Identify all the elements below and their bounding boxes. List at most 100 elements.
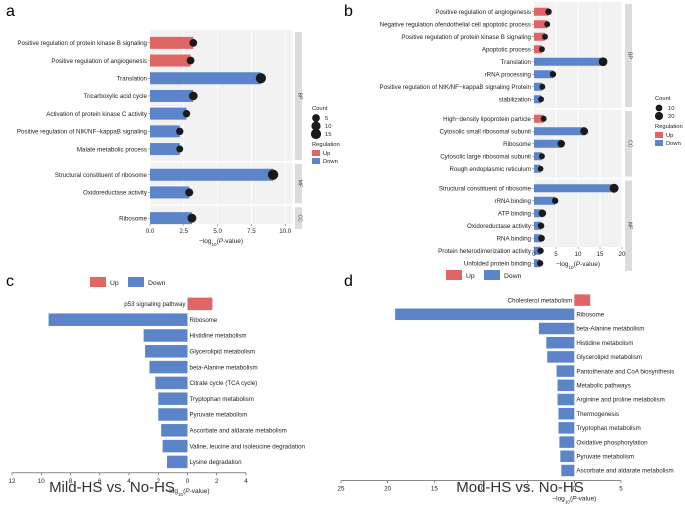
legend-swatch-down bbox=[655, 140, 663, 146]
xlabel-part: -value) bbox=[576, 496, 596, 503]
x-tick-label: 10 bbox=[478, 486, 485, 493]
term-label: Thermogenesis bbox=[576, 411, 619, 418]
facet-strip bbox=[295, 32, 302, 160]
legend-reg-label: Down bbox=[323, 159, 338, 165]
term-label: Ribosome bbox=[503, 141, 531, 148]
legend-count-dot bbox=[654, 111, 664, 121]
bar-down bbox=[534, 234, 542, 243]
bar-down bbox=[547, 351, 575, 363]
term-label: Tryptophan metabolism bbox=[576, 425, 640, 432]
bar-down bbox=[534, 164, 541, 173]
x-tick-label: 10 bbox=[575, 251, 582, 258]
x-axis-title: −log10(P-value) bbox=[556, 261, 600, 270]
term-label: Tryptophan metabolism bbox=[190, 396, 254, 403]
bar-down bbox=[150, 72, 261, 85]
xlabel-part: ( bbox=[574, 261, 577, 268]
xlabel-part: 10 bbox=[568, 265, 574, 270]
panel-letter: b bbox=[344, 3, 353, 20]
panel-a: a Positive regulation of protein kinase B… bbox=[6, 3, 340, 247]
bar-up bbox=[150, 36, 194, 49]
count-dot bbox=[598, 57, 608, 67]
legend-label: Down bbox=[148, 280, 166, 287]
legend-swatch-up bbox=[90, 277, 106, 287]
term-label: Structural constituent of ribosome bbox=[55, 172, 148, 179]
term-label: Ribosome bbox=[119, 215, 147, 222]
count-dot bbox=[538, 209, 547, 218]
term-label: Ascorbate and aldarate metabolism bbox=[190, 428, 287, 435]
bar-down bbox=[150, 143, 180, 156]
count-dot bbox=[267, 169, 279, 180]
legend-count-dot bbox=[310, 128, 322, 140]
count-dot bbox=[580, 127, 589, 136]
term-label: Positive regulation of NIK/NF−kappaB sig… bbox=[17, 129, 148, 136]
term-label: ATP binding bbox=[498, 210, 532, 217]
bar-down bbox=[534, 127, 585, 136]
xlabel-part: −log bbox=[166, 488, 179, 495]
count-dot bbox=[255, 73, 266, 84]
facet-label: CC bbox=[297, 215, 303, 223]
bar-up bbox=[534, 32, 545, 41]
legend-reg-label: Up bbox=[323, 151, 330, 157]
term-label: Oxidoreductase activity bbox=[83, 190, 148, 197]
legend-swatch-up bbox=[312, 150, 320, 156]
term-label: Ascorbate and aldarate metabolism bbox=[576, 468, 673, 475]
count-dot bbox=[551, 197, 559, 204]
count-dot bbox=[176, 145, 184, 153]
count-dot bbox=[186, 56, 195, 65]
xlabel-part: ( bbox=[570, 496, 573, 503]
bar-down bbox=[150, 89, 194, 102]
x-tick-label: 2 bbox=[215, 478, 219, 485]
count-dot bbox=[176, 127, 184, 136]
facet-strip bbox=[295, 207, 302, 229]
facet-strip bbox=[295, 163, 302, 204]
count-dot bbox=[537, 222, 545, 229]
count-dot bbox=[609, 183, 619, 193]
bar-down bbox=[150, 125, 180, 138]
panel-d: d Up Down Cholesterol metabolism Ribosome bet… bbox=[338, 270, 674, 505]
legend-label: Up bbox=[110, 280, 119, 287]
x-tick-label: 20 bbox=[619, 251, 626, 258]
xlabel-part: 10 bbox=[178, 491, 184, 496]
term-label: Positive regulation of angiogenesis bbox=[435, 9, 531, 16]
bar-down bbox=[534, 184, 615, 193]
term-label: Oxidative phosphorylation bbox=[576, 439, 648, 446]
bar-down bbox=[155, 376, 188, 390]
xlabel-part: ( bbox=[183, 488, 186, 495]
bar-down bbox=[534, 196, 556, 205]
bar-down bbox=[158, 392, 188, 405]
term-label: Malate metabolic process bbox=[77, 146, 147, 153]
term-label: Protein heterodimerization activity bbox=[438, 248, 532, 255]
bar-up bbox=[150, 54, 191, 67]
term-label: Metabolic pathways bbox=[576, 383, 630, 390]
facet-strip bbox=[625, 111, 632, 177]
bar-down bbox=[546, 336, 575, 349]
comparison-label-left: Mild-HS vs. No-HS bbox=[49, 479, 175, 496]
term-label: Pyruvate metabolism bbox=[576, 454, 634, 461]
count-dot bbox=[538, 96, 544, 103]
legend-regulation-title: Regulation bbox=[655, 124, 683, 130]
count-dot bbox=[185, 188, 194, 197]
x-tick-label: 2.5 bbox=[180, 228, 189, 235]
count-dot bbox=[538, 153, 545, 160]
count-dot bbox=[537, 247, 544, 254]
term-label: Rough endoplasmic reticulum bbox=[449, 166, 531, 173]
xlabel-part: P bbox=[219, 238, 224, 245]
x-axis-title: −log10(P-value) bbox=[552, 496, 596, 505]
legend-count-label: 5 bbox=[325, 116, 328, 122]
bar-down bbox=[167, 455, 188, 469]
x-tick-label: 25 bbox=[338, 486, 345, 493]
term-label: Arginine and proline metabolism bbox=[576, 397, 664, 404]
facet-label: BP bbox=[297, 93, 303, 100]
term-label: Positive regulation of NIK/NF−kappaB sig… bbox=[379, 84, 531, 91]
x-tick-label: 0.0 bbox=[146, 228, 155, 235]
xlabel-part: ( bbox=[217, 238, 220, 245]
legend-count-dot bbox=[655, 104, 663, 112]
bar-down bbox=[150, 186, 190, 199]
count-dot bbox=[537, 165, 544, 172]
term-label: Ribosome bbox=[576, 312, 604, 319]
bar-up bbox=[534, 20, 548, 29]
panel-c: c Up Down p53 signaling pathway Ribosome Hist… bbox=[6, 273, 306, 496]
bar-down bbox=[558, 422, 575, 434]
count-dot bbox=[538, 46, 545, 53]
